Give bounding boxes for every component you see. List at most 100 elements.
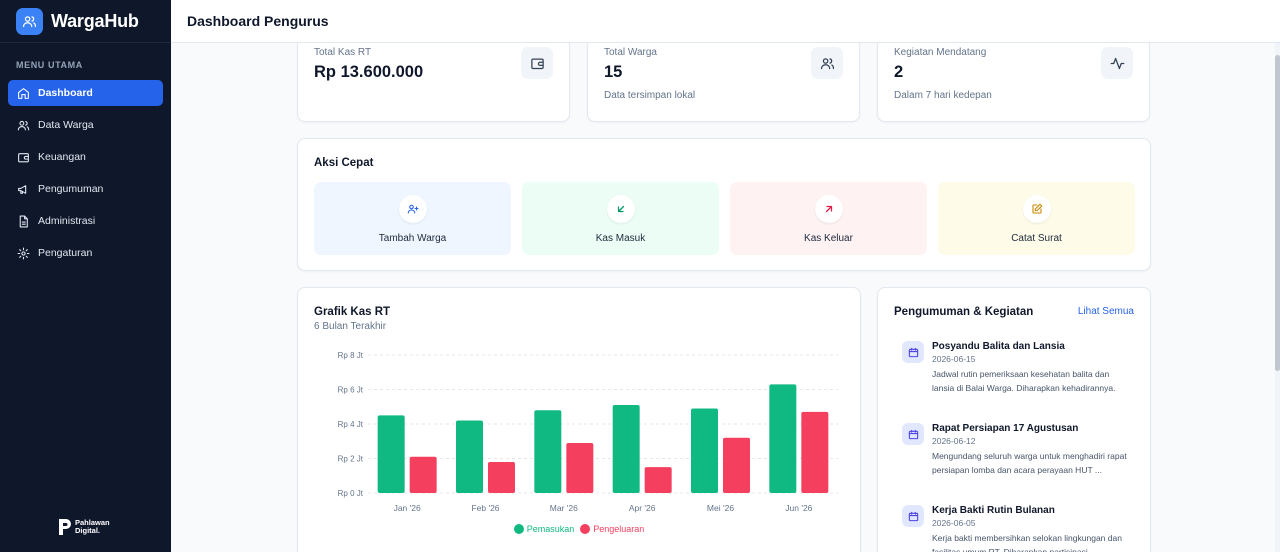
page-title: Dashboard Pengurus bbox=[187, 13, 329, 29]
announcements-card: Pengumuman & Kegiatan Lihat Semua Posyan… bbox=[877, 287, 1151, 552]
bar-pemasukan[interactable] bbox=[612, 405, 640, 493]
announcement-item[interactable]: Kerja Bakti Rutin Bulanan 2026-06-05 Ker… bbox=[902, 505, 1138, 552]
chart-subtitle: 6 Bulan Terakhir bbox=[314, 321, 387, 332]
announcement-description: Kerja bakti membersihkan selokan lingkun… bbox=[932, 533, 1122, 552]
action-label: Catat Surat bbox=[1011, 233, 1062, 244]
announcement-item[interactable]: Posyandu Balita dan Lansia 2026-06-15 Ja… bbox=[902, 341, 1138, 401]
stat-sub: Data tersimpan lokal bbox=[604, 90, 696, 101]
chart-legend: Pemasukan Pengeluaran bbox=[298, 524, 860, 534]
kas-masuk-button[interactable]: Kas Masuk bbox=[522, 182, 719, 255]
announcement-title: Kerja Bakti Rutin Bulanan bbox=[932, 505, 1055, 516]
bar-pemasukan[interactable] bbox=[534, 410, 562, 493]
sidebar-item-label: Pengumuman bbox=[38, 183, 104, 195]
footer-brand-line2: Digital. bbox=[75, 526, 101, 535]
arrow-up-right-icon bbox=[814, 195, 843, 223]
stat-sub: Dalam 7 hari kedepan bbox=[894, 90, 992, 101]
x-tick-label: Jun '26 bbox=[785, 503, 812, 513]
sidebar-item-dashboard[interactable]: Dashboard bbox=[8, 80, 163, 106]
chart-title: Grafik Kas RT bbox=[314, 306, 391, 318]
edit-icon bbox=[1022, 195, 1051, 223]
sidebar-item-pengaturan[interactable]: Pengaturan bbox=[8, 240, 163, 266]
catat-surat-button[interactable]: Catat Surat bbox=[938, 182, 1135, 255]
user-plus-icon bbox=[398, 195, 427, 223]
bar-pengeluaran[interactable] bbox=[723, 437, 750, 493]
bar-pengeluaran[interactable] bbox=[801, 411, 829, 493]
scrollbar-thumb[interactable] bbox=[1275, 55, 1280, 371]
sidebar-item-pengumuman[interactable]: Pengumuman bbox=[8, 176, 163, 202]
wallet-icon bbox=[18, 152, 29, 162]
stat-label: Total Warga bbox=[604, 47, 657, 58]
document-icon bbox=[19, 215, 28, 227]
cash-bar-chart: Rp 0 Jt Rp 2 Jt Rp 4 Jt Rp 6 Jt Rp 8 Jt Jan '… bbox=[338, 351, 838, 513]
calendar-icon bbox=[902, 505, 924, 527]
x-tick-label: Apr '26 bbox=[629, 503, 656, 513]
legend-swatch bbox=[580, 524, 591, 534]
stat-label: Kegiatan Mendatang bbox=[894, 47, 987, 58]
sidebar-item-administrasi[interactable]: Administrasi bbox=[8, 208, 163, 234]
users-icon bbox=[17, 120, 30, 130]
quick-actions-card: Aksi Cepat Tambah Warga Kas Masuk Kas Ke… bbox=[297, 138, 1151, 271]
bar-pemasukan[interactable] bbox=[691, 408, 718, 493]
chart-card: Grafik Kas RT 6 Bulan Terakhir Rp 0 Jt Rp… bbox=[297, 287, 861, 552]
sidebar-item-label: Administrasi bbox=[38, 215, 96, 227]
y-tick-label: Rp 6 Jt bbox=[338, 386, 364, 395]
bar-pemasukan[interactable] bbox=[769, 384, 797, 493]
action-label: Tambah Warga bbox=[378, 233, 447, 244]
announcement-title: Posyandu Balita dan Lansia bbox=[932, 341, 1065, 352]
see-all-link[interactable]: Lihat Semua bbox=[1077, 306, 1134, 317]
announcement-date: 2026-06-15 bbox=[932, 354, 976, 364]
sidebar-item-label: Data Warga bbox=[38, 119, 94, 131]
announcement-description: Jadwal rutin pemeriksaan kesehatan balit… bbox=[932, 369, 1116, 393]
menu-heading: MENU UTAMA bbox=[16, 60, 83, 70]
y-tick-label: Rp 0 Jt bbox=[338, 489, 364, 498]
pahlawan-logo-icon bbox=[59, 519, 71, 535]
legend-label: Pemasukan bbox=[526, 524, 575, 534]
activity-icon bbox=[1101, 47, 1133, 79]
action-label: Kas Keluar bbox=[804, 233, 853, 244]
announcement-item[interactable]: Rapat Persiapan 17 Agustusan 2026-06-12 … bbox=[902, 423, 1138, 483]
x-tick-label: Feb '26 bbox=[471, 503, 499, 513]
stat-value: Rp 13.600.000 bbox=[314, 63, 424, 81]
page-scrollbar[interactable] bbox=[1275, 43, 1280, 552]
sidebar-item-label: Keuangan bbox=[38, 151, 86, 163]
announcement-description: Mengundang seluruh warga untuk menghadir… bbox=[932, 451, 1127, 475]
brand[interactable]: WargaHub bbox=[0, 0, 171, 43]
stat-value: 15 bbox=[604, 63, 623, 81]
bar-pengeluaran[interactable] bbox=[566, 442, 594, 493]
bar-pengeluaran[interactable] bbox=[488, 461, 515, 493]
bar-pemasukan[interactable] bbox=[377, 415, 405, 493]
bar-pengeluaran[interactable] bbox=[409, 456, 437, 493]
kas-keluar-button[interactable]: Kas Keluar bbox=[730, 182, 927, 255]
announcement-title: Rapat Persiapan 17 Agustusan bbox=[932, 423, 1079, 434]
users-icon bbox=[16, 7, 43, 35]
sidebar: WargaHub MENU UTAMA Dashboard Data Warga… bbox=[0, 0, 171, 552]
stat-value: 2 bbox=[894, 63, 904, 81]
sidebar-item-keuangan[interactable]: Keuangan bbox=[8, 144, 163, 170]
stat-label: Total Kas RT bbox=[314, 47, 372, 58]
legend-item-pengeluaran: Pengeluaran bbox=[580, 524, 644, 534]
announcement-date: 2026-06-12 bbox=[932, 436, 976, 446]
tambah-warga-button[interactable]: Tambah Warga bbox=[314, 182, 511, 255]
megaphone-icon bbox=[18, 184, 27, 194]
calendar-icon bbox=[902, 423, 924, 445]
home-icon bbox=[18, 87, 29, 99]
brand-name: WargaHub bbox=[51, 10, 139, 31]
calendar-icon bbox=[902, 341, 924, 363]
footer-brand-line1: Pahlawan bbox=[75, 518, 110, 527]
top-bar: Dashboard Pengurus bbox=[171, 0, 1280, 43]
quick-actions-title: Aksi Cepat bbox=[314, 157, 374, 169]
bar-pemasukan[interactable] bbox=[456, 420, 483, 493]
sidebar-nav: Dashboard Data Warga Keuangan Pengumuman… bbox=[0, 80, 171, 266]
sidebar-item-label: Pengaturan bbox=[38, 247, 93, 259]
footer-brand-logo: Pahlawan Digital. bbox=[58, 518, 110, 536]
announcements-title: Pengumuman & Kegiatan bbox=[894, 306, 1034, 318]
x-tick-label: Jan '26 bbox=[394, 503, 421, 513]
announcement-date: 2026-06-05 bbox=[932, 518, 976, 528]
wallet-icon bbox=[521, 47, 553, 79]
bar-pengeluaran[interactable] bbox=[644, 467, 672, 493]
legend-swatch bbox=[513, 524, 524, 534]
y-tick-label: Rp 2 Jt bbox=[338, 455, 364, 464]
x-tick-label: Mei '26 bbox=[707, 503, 734, 513]
stat-card-kegiatan: Kegiatan Mendatang 2 Dalam 7 hari kedepa… bbox=[877, 38, 1150, 122]
sidebar-item-data-warga[interactable]: Data Warga bbox=[8, 112, 163, 138]
